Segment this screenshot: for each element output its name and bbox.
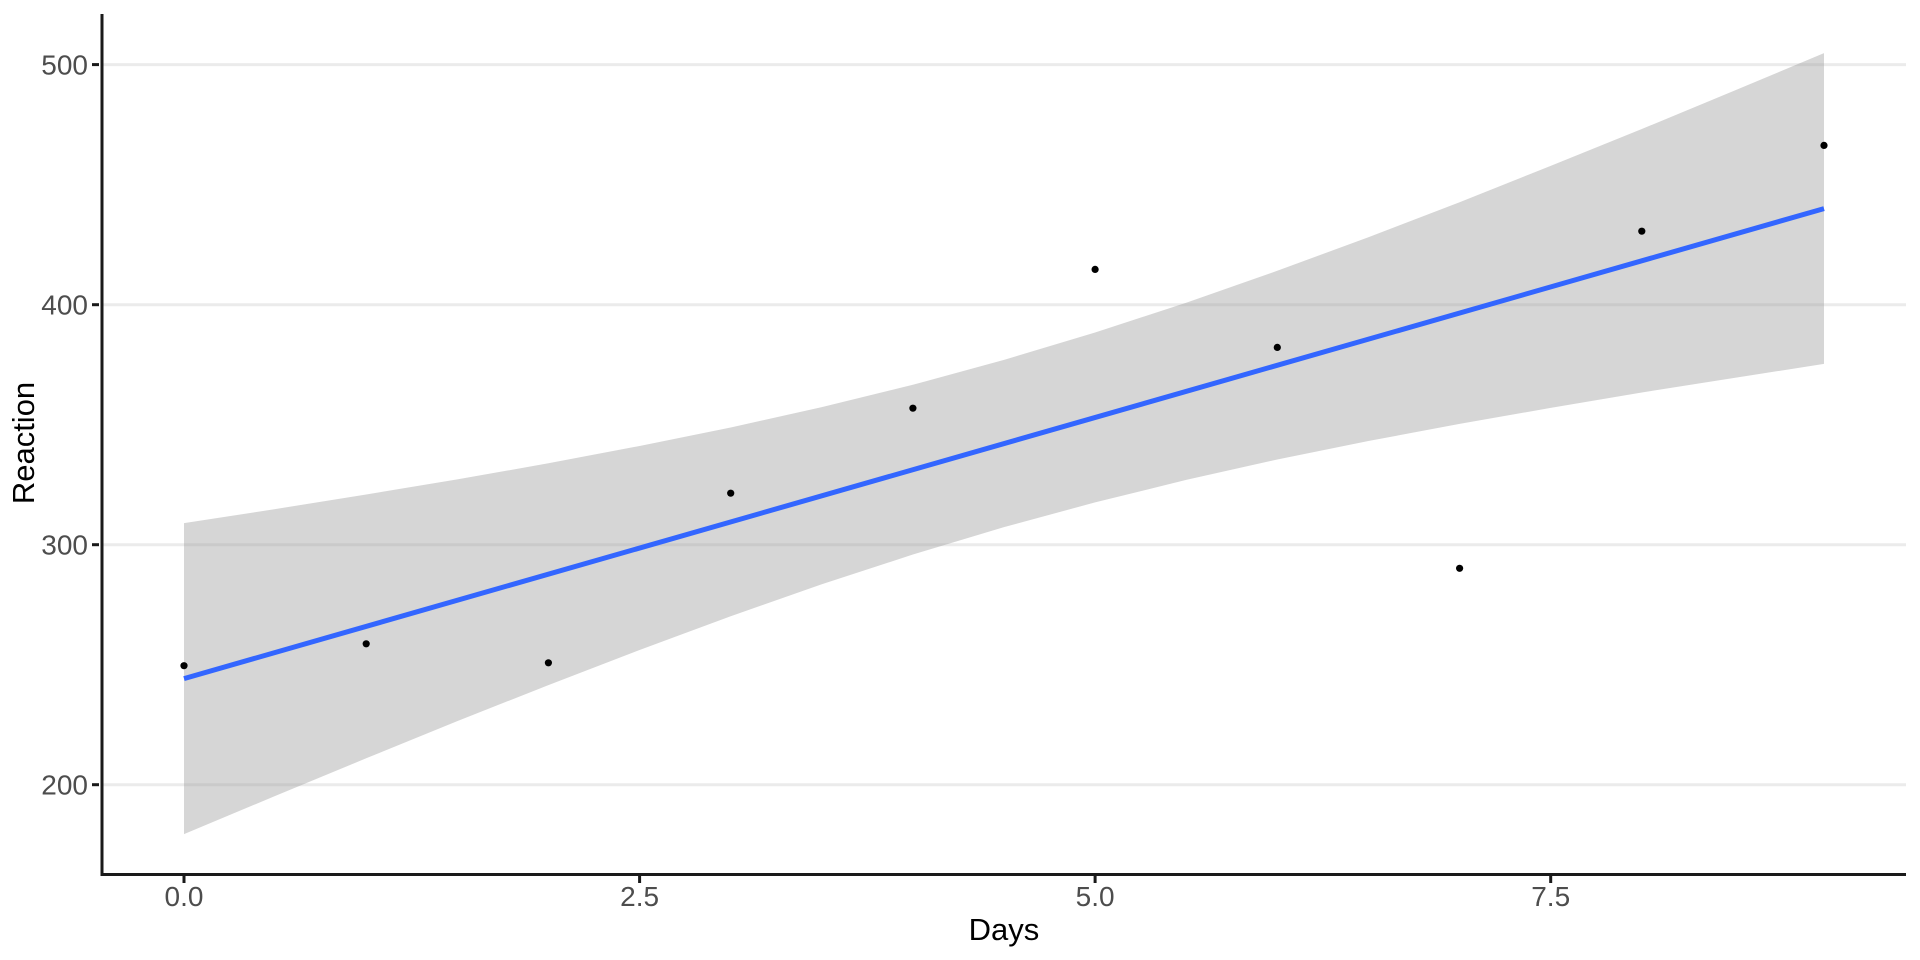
tick-labels-layer: 0.0 2.5 5.0 7.5 200 300 400 500 xyxy=(41,50,1570,912)
data-point xyxy=(727,489,735,497)
x-tick-label: 5.0 xyxy=(1076,881,1115,912)
y-tick-label: 500 xyxy=(41,50,88,81)
data-point xyxy=(180,662,188,670)
axes-layer xyxy=(92,14,1906,883)
regression-line-layer xyxy=(183,206,1825,682)
y-tick-label: 400 xyxy=(41,290,88,321)
x-tick-label: 7.5 xyxy=(1531,881,1570,912)
data-point xyxy=(1091,265,1099,273)
x-axis-title: Days xyxy=(969,912,1040,947)
data-point xyxy=(1456,564,1464,572)
gridlines-layer xyxy=(102,63,1906,787)
y-tick-label: 300 xyxy=(41,530,88,561)
data-point xyxy=(1820,141,1828,149)
data-point xyxy=(1273,343,1281,351)
y-tick-label: 200 xyxy=(41,770,88,801)
data-point xyxy=(909,404,917,412)
y-axis-title: Reaction xyxy=(6,382,41,504)
data-points-layer xyxy=(180,141,1828,670)
regression-line xyxy=(183,206,1825,682)
data-point xyxy=(1638,227,1646,235)
data-point xyxy=(544,659,553,667)
x-tick-label: 0.0 xyxy=(165,881,204,912)
x-tick-label: 2.5 xyxy=(620,881,659,912)
data-point xyxy=(362,640,370,648)
